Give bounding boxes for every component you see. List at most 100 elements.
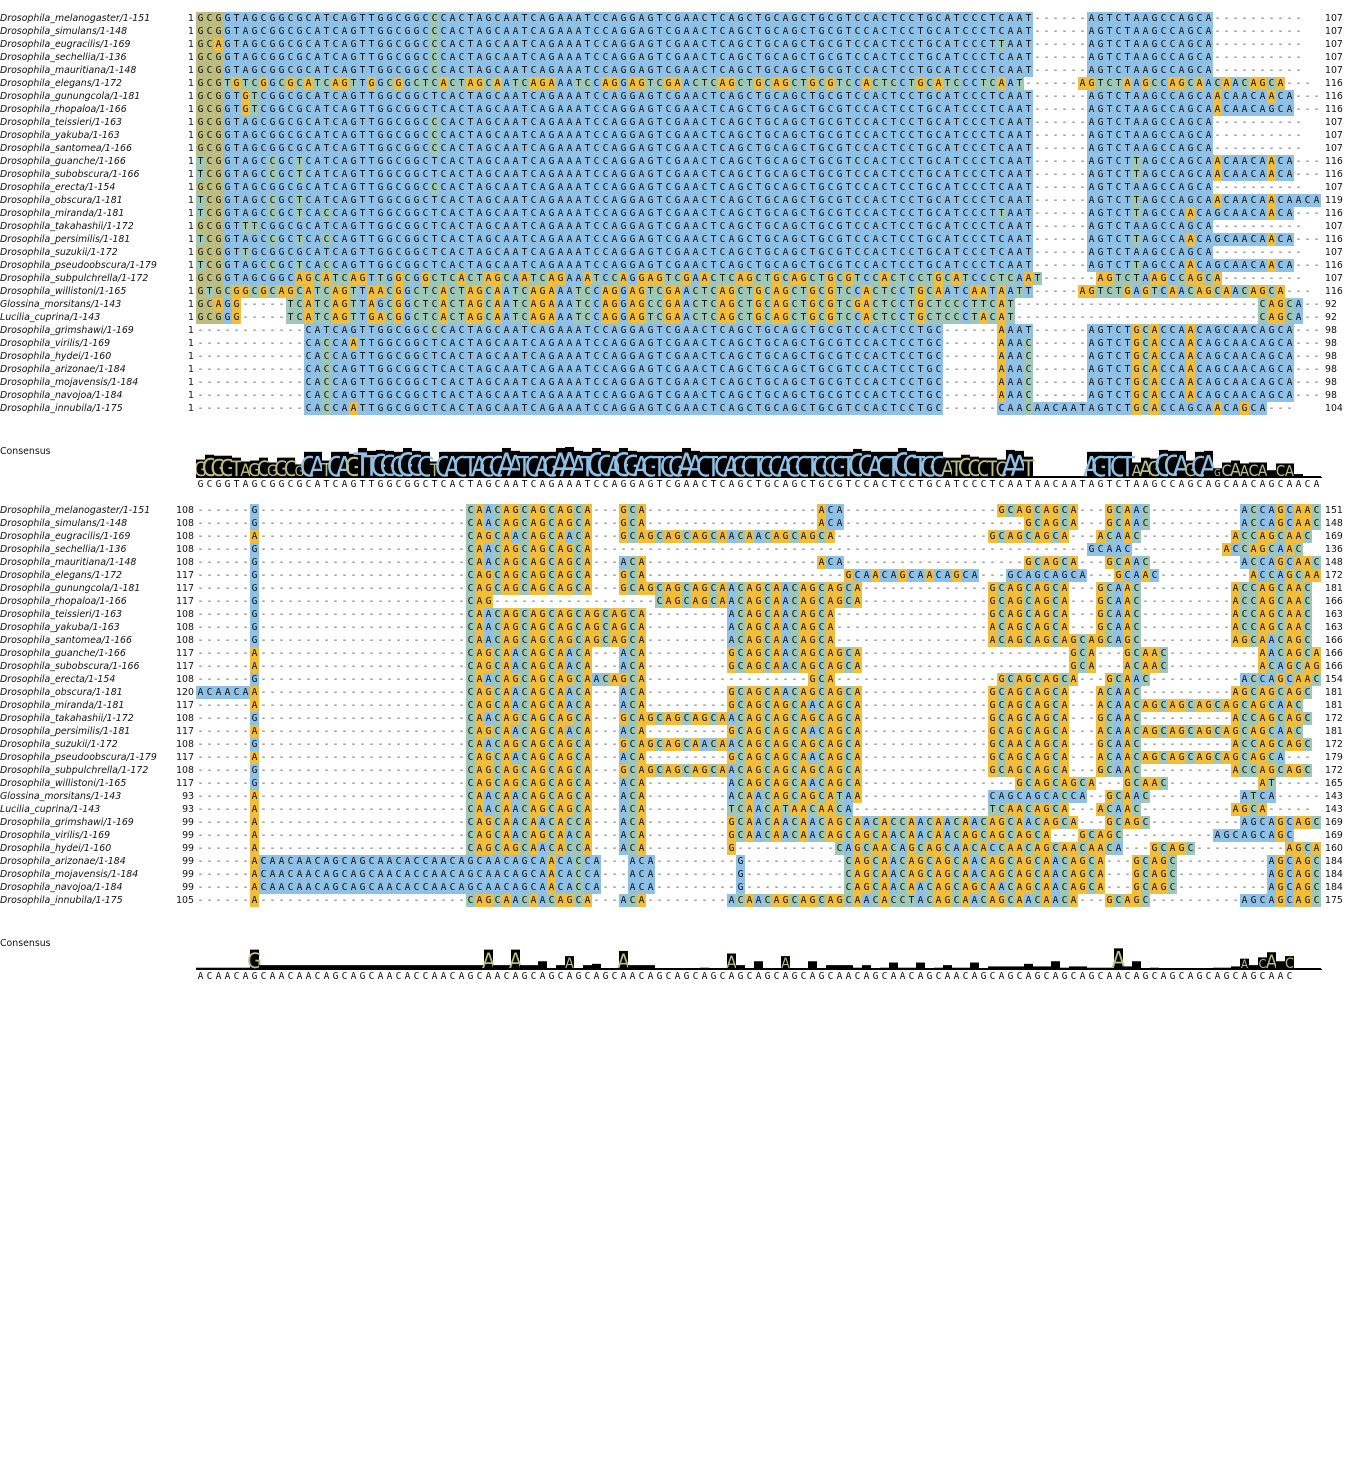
logo-column (493, 965, 502, 969)
logo-column (1087, 967, 1096, 969)
sequence-name[interactable]: Drosophila_suzukii/1-172 (0, 739, 118, 750)
logo-column (736, 965, 745, 969)
logo-column (790, 968, 799, 969)
sequence-name[interactable]: Drosophila_teissieri/1-163 (0, 117, 123, 128)
end-position: 107 (1325, 182, 1343, 193)
sequence-name[interactable]: Drosophila_miranda/1-181 (0, 700, 125, 711)
sequence-name[interactable]: Drosophila_sechellia/1-136 (0, 544, 127, 555)
sequence-name[interactable]: Drosophila_sechellia/1-136 (0, 52, 127, 63)
logo-column (349, 965, 358, 969)
logo-column (241, 967, 250, 969)
sequence-name[interactable]: Drosophila_eugracilis/1-169 (0, 531, 131, 542)
sequence-name[interactable]: Drosophila_grimshawi/1-169 (0, 817, 134, 828)
sequence-name[interactable]: Drosophila_mojavensis/1-184 (0, 377, 139, 388)
sequence-name[interactable]: Drosophila_simulans/1-148 (0, 518, 128, 529)
logo-column (1015, 450, 1024, 477)
alignment-row: Drosophila_takahashii/1-172 108- - - - - - G - - -… (0, 712, 1354, 725)
sequence-name[interactable]: Drosophila_elegans/1-172 (0, 570, 123, 581)
sequence-name[interactable]: Drosophila_erecta/1-154 (0, 182, 116, 193)
logo-column (502, 965, 511, 969)
sequence-name[interactable]: Drosophila_takahashii/1-172 (0, 221, 134, 232)
sequence-name[interactable]: Drosophila_obscura/1-181 (0, 195, 123, 206)
sequence-name[interactable]: Drosophila_persimilis/1-181 (0, 234, 131, 245)
logo-column (727, 953, 736, 969)
sequence-name[interactable]: Drosophila_erecta/1-154 (0, 674, 116, 685)
logo-baseline-1 (196, 477, 1322, 478)
logo-column (1006, 966, 1015, 969)
sequence-name[interactable]: Drosophila_willistoni/1-165 (0, 286, 127, 297)
logo-column (259, 965, 268, 969)
sequence-name[interactable]: Drosophila_navojoa/1-184 (0, 390, 123, 401)
sequence-name[interactable]: Drosophila_hydei/1-160 (0, 843, 112, 854)
sequence-name[interactable]: Drosophila_yakuba/1-163 (0, 130, 120, 141)
sequence-name[interactable]: Drosophila_guanche/1-166 (0, 156, 126, 167)
sequence-name[interactable]: Drosophila_navojoa/1-184 (0, 882, 123, 893)
sequence-name[interactable]: Drosophila_suzukii/1-172 (0, 247, 118, 258)
sequence-name[interactable]: Lucilia_cuprina/1-143 (0, 312, 101, 323)
sequence-name[interactable]: Drosophila_simulans/1-148 (0, 26, 128, 37)
logo-letter: C (876, 450, 893, 477)
sequence-name[interactable]: Drosophila_guanche/1-166 (0, 648, 126, 659)
logo-letter: C (202, 453, 217, 477)
logo-column (709, 968, 718, 969)
sequence-name[interactable]: Drosophila_hydei/1-160 (0, 351, 112, 362)
sequence-name[interactable]: Drosophila_rhopaloa/1-166 (0, 104, 127, 115)
alignment-row: Drosophila_virilis/1-169 99- - - - - - A - - - - - - -… (0, 829, 1354, 842)
logo-column (268, 965, 277, 969)
start-position: 1 (188, 182, 194, 193)
end-position: 107 (1325, 13, 1343, 24)
logo-column (583, 451, 592, 477)
sequence-name[interactable]: Drosophila_persimilis/1-181 (0, 726, 131, 737)
sequence-name[interactable]: Drosophila_santomea/1-166 (0, 143, 132, 154)
sequence-name[interactable]: Drosophila_melanogaster/1-151 (0, 13, 151, 24)
start-position: 1 (188, 312, 194, 323)
logo-column (1141, 968, 1150, 969)
sequence-name[interactable]: Drosophila_innubila/1-175 (0, 403, 123, 414)
sequence-name[interactable]: Glossina_morsitans/1-143 (0, 791, 122, 802)
sequence-name[interactable]: Drosophila_virilis/1-169 (0, 830, 111, 841)
sequence-name[interactable]: Drosophila_elegans/1-172 (0, 78, 123, 89)
sequence-name[interactable]: Drosophila_subobscura/1-166 (0, 169, 140, 180)
start-position: 1 (188, 26, 194, 37)
start-position: 1 (188, 169, 194, 180)
sequence-name[interactable]: Drosophila_grimshawi/1-169 (0, 325, 134, 336)
end-position: 166 (1325, 596, 1343, 607)
sequence-name[interactable]: Drosophila_subpulchrella/1-172 (0, 765, 149, 776)
sequence-name[interactable]: Drosophila_takahashii/1-172 (0, 713, 134, 724)
sequence-name[interactable]: Drosophila_arizonae/1-184 (0, 364, 126, 375)
logo-column (727, 451, 736, 477)
start-position: 108 (176, 713, 194, 724)
sequence-name[interactable]: Drosophila_mojavensis/1-184 (0, 869, 139, 880)
sequence-name[interactable]: Drosophila_subobscura/1-166 (0, 661, 140, 672)
sequence-name[interactable]: Drosophila_mauritiana/1-148 (0, 65, 137, 76)
sequence-name[interactable]: Drosophila_rhopaloa/1-166 (0, 596, 127, 607)
start-position: 1 (188, 273, 194, 284)
sequence-name[interactable]: Drosophila_melanogaster/1-151 (0, 505, 151, 516)
logo-letter: A (565, 956, 574, 969)
sequence-name[interactable]: Drosophila_innubila/1-175 (0, 895, 123, 906)
sequence-name[interactable]: Drosophila_arizonae/1-184 (0, 856, 126, 867)
sequence-name[interactable]: Lucilia_cuprina/1-143 (0, 804, 101, 815)
sequence-name[interactable]: Drosophila_gunungcola/1-181 (0, 583, 141, 594)
sequence-name[interactable]: Drosophila_yakuba/1-163 (0, 622, 120, 633)
sequence-name[interactable]: Drosophila_virilis/1-169 (0, 338, 111, 349)
sequence-name[interactable]: Drosophila_teissieri/1-163 (0, 609, 123, 620)
sequence-name[interactable]: Glossina_morsitans/1-143 (0, 299, 122, 310)
sequence-name[interactable]: Drosophila_obscura/1-181 (0, 687, 123, 698)
sequence-name[interactable]: Drosophila_pseudoobscura/1-179 (0, 752, 157, 763)
sequence-name[interactable]: Drosophila_subpulchrella/1-172 (0, 273, 149, 284)
sequence-name[interactable]: Drosophila_pseudoobscura/1-179 (0, 260, 157, 271)
sequence-name[interactable]: Drosophila_mauritiana/1-148 (0, 557, 137, 568)
logo-column (529, 451, 538, 477)
sequence-name[interactable]: Drosophila_miranda/1-181 (0, 208, 125, 219)
alignment-row: Drosophila_simulans/1-148 1 G C G G T A G C G G C G C A… (0, 25, 1354, 38)
sequence-name[interactable]: Drosophila_gunungcola/1-181 (0, 91, 141, 102)
logo-letter: C (930, 450, 947, 477)
logo-column (232, 967, 241, 969)
sequence-name[interactable]: Drosophila_santomea/1-166 (0, 635, 132, 646)
sequence-name[interactable]: Drosophila_eugracilis/1-169 (0, 39, 131, 50)
sequence-name[interactable]: Drosophila_willistoni/1-165 (0, 778, 127, 789)
alignment-row: Drosophila_santomea/1-166 108- - - - - - G - - - - -… (0, 634, 1354, 647)
